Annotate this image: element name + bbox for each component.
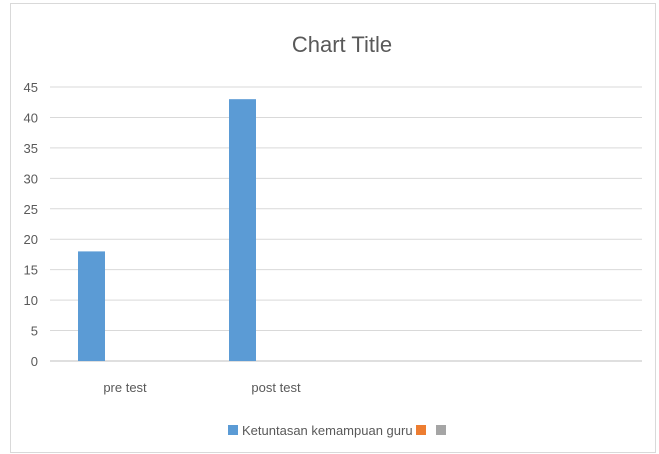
chart-title: Chart Title <box>292 32 392 57</box>
legend-swatch <box>228 425 238 435</box>
gridlines <box>50 86 642 362</box>
bars <box>78 99 256 361</box>
y-tick-label: 30 <box>24 171 38 186</box>
y-tick-label: 0 <box>31 354 38 369</box>
legend-swatch <box>436 425 446 435</box>
x-category-label: post test <box>251 380 301 395</box>
x-category-label: pre test <box>103 380 147 395</box>
y-tick-label: 35 <box>24 141 38 156</box>
bar-pre-test <box>78 251 105 361</box>
chart-frame <box>10 3 656 453</box>
y-tick-label: 10 <box>24 293 38 308</box>
y-tick-label: 40 <box>24 110 38 125</box>
legend-label: Ketuntasan kemampuan guru <box>242 423 413 438</box>
bar-post-test <box>229 99 256 361</box>
legend: Ketuntasan kemampuan guru <box>228 423 446 438</box>
y-tick-label: 20 <box>24 232 38 247</box>
legend-swatch <box>416 425 426 435</box>
y-axis-ticks: 0 5 10 15 20 25 30 35 40 45 <box>24 80 38 369</box>
y-tick-label: 15 <box>24 263 38 278</box>
y-tick-label: 5 <box>31 324 38 339</box>
x-axis-categories: pre test post test <box>103 380 301 395</box>
y-tick-label: 25 <box>24 202 38 217</box>
y-tick-label: 45 <box>24 80 38 95</box>
